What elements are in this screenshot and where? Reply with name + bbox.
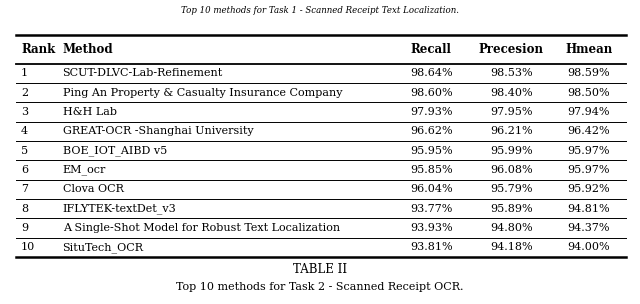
Text: Clova OCR: Clova OCR xyxy=(63,184,124,194)
Text: 97.93%: 97.93% xyxy=(410,107,452,117)
Text: 3: 3 xyxy=(21,107,28,117)
Text: 97.94%: 97.94% xyxy=(568,107,610,117)
Text: 96.42%: 96.42% xyxy=(568,126,610,136)
Text: 5: 5 xyxy=(21,146,28,156)
Text: 95.99%: 95.99% xyxy=(490,146,532,156)
Text: 95.92%: 95.92% xyxy=(568,184,610,194)
Text: SituTech_OCR: SituTech_OCR xyxy=(63,242,143,253)
Text: A Single-Shot Model for Robust Text Localization: A Single-Shot Model for Robust Text Loca… xyxy=(63,223,340,233)
Text: 8: 8 xyxy=(21,204,28,214)
Text: 93.77%: 93.77% xyxy=(410,204,452,214)
Text: 94.18%: 94.18% xyxy=(490,242,532,252)
Text: 98.60%: 98.60% xyxy=(410,88,452,98)
Text: 94.81%: 94.81% xyxy=(568,204,610,214)
Text: 95.95%: 95.95% xyxy=(410,146,452,156)
Text: 98.53%: 98.53% xyxy=(490,68,532,78)
Text: Precesion: Precesion xyxy=(479,43,544,56)
Text: 93.81%: 93.81% xyxy=(410,242,452,252)
Text: 95.85%: 95.85% xyxy=(410,165,452,175)
Text: 94.37%: 94.37% xyxy=(568,223,610,233)
Text: Ping An Property & Casualty Insurance Company: Ping An Property & Casualty Insurance Co… xyxy=(63,88,342,98)
Text: 96.04%: 96.04% xyxy=(410,184,452,194)
Text: 98.50%: 98.50% xyxy=(568,88,610,98)
Text: 95.97%: 95.97% xyxy=(568,165,610,175)
Text: 4: 4 xyxy=(21,126,28,136)
Text: 95.97%: 95.97% xyxy=(568,146,610,156)
Text: 96.21%: 96.21% xyxy=(490,126,532,136)
Text: 97.95%: 97.95% xyxy=(490,107,532,117)
Text: 6: 6 xyxy=(21,165,28,175)
Text: 95.89%: 95.89% xyxy=(490,204,532,214)
Text: 93.93%: 93.93% xyxy=(410,223,452,233)
Text: Method: Method xyxy=(63,43,113,56)
Text: 94.80%: 94.80% xyxy=(490,223,532,233)
Text: BOE_IOT_AIBD v5: BOE_IOT_AIBD v5 xyxy=(63,145,167,156)
Text: SCUT-DLVC-Lab-Refinement: SCUT-DLVC-Lab-Refinement xyxy=(63,68,223,78)
Text: 2: 2 xyxy=(21,88,28,98)
Text: 96.08%: 96.08% xyxy=(490,165,532,175)
Text: GREAT-OCR -Shanghai University: GREAT-OCR -Shanghai University xyxy=(63,126,253,136)
Text: 7: 7 xyxy=(21,184,28,194)
Text: Top 10 methods for Task 2 - Scanned Receipt OCR.: Top 10 methods for Task 2 - Scanned Rece… xyxy=(176,282,464,292)
Text: EM_ocr: EM_ocr xyxy=(63,165,106,175)
Text: IFLYTEK-textDet_v3: IFLYTEK-textDet_v3 xyxy=(63,203,177,214)
Text: 94.00%: 94.00% xyxy=(568,242,610,252)
Text: H&H Lab: H&H Lab xyxy=(63,107,116,117)
Text: Hmean: Hmean xyxy=(565,43,612,56)
Text: Recall: Recall xyxy=(411,43,452,56)
Text: 98.64%: 98.64% xyxy=(410,68,452,78)
Text: 1: 1 xyxy=(21,68,28,78)
Text: Rank: Rank xyxy=(21,43,56,56)
Text: TABLE II: TABLE II xyxy=(293,263,347,275)
Text: Top 10 methods for Task 1 - Scanned Receipt Text Localization.: Top 10 methods for Task 1 - Scanned Rece… xyxy=(181,6,459,15)
Text: 9: 9 xyxy=(21,223,28,233)
Text: 95.79%: 95.79% xyxy=(490,184,532,194)
Text: 96.62%: 96.62% xyxy=(410,126,452,136)
Text: 98.59%: 98.59% xyxy=(568,68,610,78)
Text: 10: 10 xyxy=(21,242,35,252)
Text: 98.40%: 98.40% xyxy=(490,88,532,98)
